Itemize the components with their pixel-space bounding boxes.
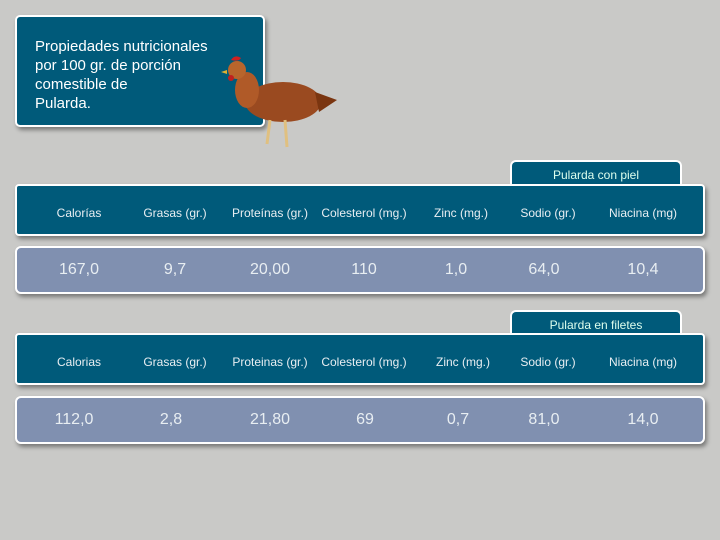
value-cell: 167,0 [58, 261, 100, 278]
header-cell: Calorias [56, 355, 102, 369]
header-cell: Grasas (gr.) [143, 355, 207, 369]
value-cell: 0,7 [446, 411, 470, 428]
header-cell: Niacina (mg) [608, 206, 678, 220]
value-cell: 2,8 [159, 411, 183, 428]
value-cell: 9,7 [163, 261, 187, 278]
value-cell: 10,4 [627, 261, 659, 278]
value-cell: 14,0 [627, 411, 659, 428]
header-cell: Sodio (gr.) [520, 355, 576, 369]
header-cell: Grasas (gr.) [143, 206, 207, 220]
value-cell: 64,0 [528, 261, 560, 278]
header-row: Calorias Grasas (gr.) Proteinas (gr.) Co… [15, 333, 705, 385]
header-cell: Proteínas (gr.) [231, 206, 309, 220]
hen-image [221, 56, 337, 148]
value-cell: 21,80 [249, 411, 291, 428]
header-cell: Zinc (mg.) [436, 355, 490, 369]
value-cell: 81,0 [528, 411, 560, 428]
header-cell: Sodio (gr.) [520, 206, 576, 220]
header-cell: Niacina (mg) [608, 355, 678, 369]
value-cell: 1,0 [444, 261, 468, 278]
tab-label: Pularda con piel [510, 160, 682, 188]
header-row: Calorías Grasas (gr.) Proteínas (gr.) Co… [15, 184, 705, 236]
title-box: Propiedades nutricionales por 100 gr. de… [15, 15, 265, 127]
value-cell: 69 [356, 411, 374, 428]
header-cell: Colesterol (mg.) [321, 355, 407, 369]
value-cell: 20,00 [249, 261, 291, 278]
header-cell: Proteinas (gr.) [232, 355, 308, 369]
values-row: 167,0 9,7 20,00 110 1,0 64,0 10,4 [15, 246, 705, 294]
header-cell: Zinc (mg.) [434, 206, 488, 220]
value-cell: 110 [351, 261, 377, 278]
header-cell: Colesterol (mg.) [321, 206, 407, 220]
header-cell: Calorías [56, 206, 102, 220]
value-cell: 112,0 [54, 411, 94, 428]
values-row: 112,0 2,8 21,80 69 0,7 81,0 14,0 [15, 396, 705, 444]
